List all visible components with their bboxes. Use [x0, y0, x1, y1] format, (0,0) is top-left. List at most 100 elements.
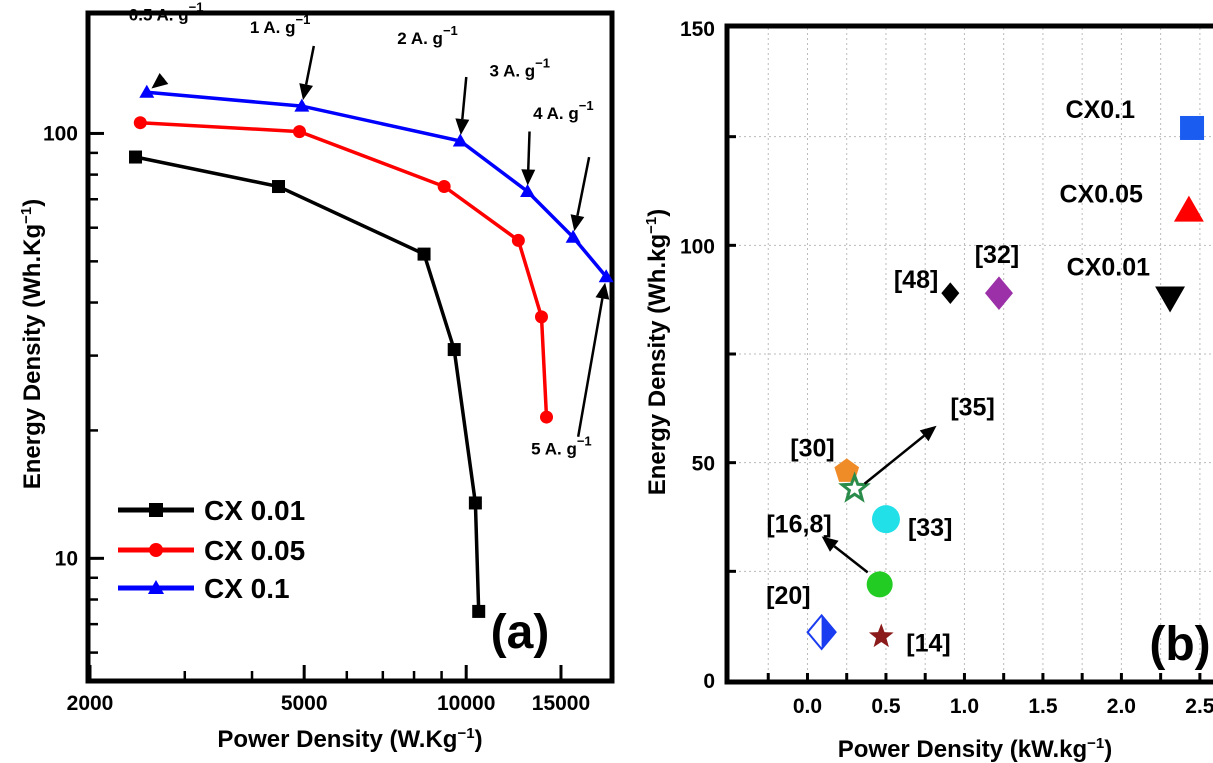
scatter-label-cx0-05: CX0.05 [1060, 181, 1143, 209]
panel-a-y-tick-label: 10 [55, 547, 78, 570]
annotation-arrow-shaft [461, 76, 468, 120]
data-point-cx-0-1 [598, 269, 614, 283]
annotation-arrow-head [595, 282, 610, 300]
panel-a-y-axis-label-suffix: ) [19, 199, 46, 207]
panel-a-y-axis-label-sup: −1 [18, 207, 35, 224]
annotation-arrow-shaft [527, 131, 531, 170]
annotation-arrow [570, 156, 591, 232]
panel-b-y-axis-label-main: Energy Density (Wh.kg [644, 234, 671, 495]
data-point-cx-0-01 [272, 180, 286, 194]
data-point-cx-0-1 [294, 98, 310, 112]
panel-b-x-tick-label: 0.5 [871, 695, 901, 718]
panel-a-x-tick-label: 10000 [437, 692, 495, 715]
panel-a-x-tick-label: 5000 [281, 692, 328, 715]
annotation-arrow-shaft [576, 156, 591, 216]
panel-b-frame [724, 23, 1213, 685]
scatter-point-32 [984, 276, 1013, 310]
panel-a-x-axis-label-sup: −1 [457, 725, 474, 742]
annotation-label-sup: −1 [189, 0, 204, 14]
panel-b-x-axis-label: Power Density (kW.kg−1) [838, 735, 1113, 763]
scatter-label-30: [30] [790, 434, 834, 462]
scatter-point-16-8 [866, 571, 893, 598]
annotation-label-sup: −1 [535, 56, 550, 71]
annotation-arrow-shaft [576, 298, 604, 437]
data-point-cx-0-1 [452, 133, 468, 147]
data-point-cx-0-05 [534, 310, 548, 324]
scatter-point-14 [868, 623, 894, 648]
annotation-label: 3 A. g−1 [490, 56, 550, 81]
annotation-label: 1 A. g−1 [250, 12, 310, 37]
series-line-cx-0-1 [146, 90, 608, 278]
annotation-arrow-16-8 [821, 536, 869, 574]
data-point-cx-0-01 [447, 343, 461, 357]
legend-marker-cx-0-01 [149, 503, 163, 517]
scatter-label-16-8: [16,8] [766, 510, 831, 538]
scatter-label-cx0-01: CX0.01 [1067, 253, 1150, 281]
data-point-cx-0-05 [511, 233, 525, 247]
panel-a-x-axis-label-suffix: ) [475, 726, 483, 753]
annotation-arrow [521, 131, 536, 186]
annotation-label-main: 4 A. g [533, 104, 579, 123]
annotation-arrow-head [299, 83, 314, 101]
panel-a-x-tick-label: 2000 [67, 692, 114, 715]
panel-b-label: (b) [1149, 618, 1210, 671]
panel-a: 2000 5000 10000 15000 10 100 CX 0.01 CX 0.05 CX … [18, 0, 615, 753]
panel-b-y-tick-label: 0 [703, 670, 715, 693]
annotation-label-main: 1 A. g [250, 18, 296, 37]
annotation-label-sup: −1 [579, 98, 594, 113]
series-line-cx-0-05 [140, 120, 549, 418]
data-point-cx-0-01 [417, 247, 431, 261]
data-point-cx-0-01 [468, 496, 482, 510]
annotation-label: 0.5 A. g−1 [129, 0, 204, 24]
annotation-arrow-16-8-shaft [833, 545, 869, 574]
annotation-arrow [576, 282, 610, 437]
panel-b-y-tick-label: 50 [692, 453, 715, 476]
data-point-cx-0-1 [139, 84, 155, 98]
data-point-cx-0-01 [129, 150, 143, 164]
panel-a-y-axis-label: Energy Density (Wh.Kg−1) [18, 199, 46, 489]
data-point-cx-0-01 [472, 604, 486, 618]
annotation-label-sup: −1 [577, 434, 592, 449]
legend-label-cx-0-01: CX 0.01 [204, 495, 305, 526]
panel-b-y-tick-label: 150 [680, 18, 715, 41]
annotation-arrow-16-8-head [821, 536, 839, 552]
annotation-arrow [299, 45, 316, 101]
scatter-point-cx0-01 [1155, 286, 1186, 313]
annotation-arrow [151, 73, 169, 89]
annotation-arrow-shaft [304, 45, 316, 85]
panel-b: 0.0 0.5 1.0 1.5 2.0 2.5 0 50 100 150 CX0.1 CX0.05 CX… [643, 18, 1213, 763]
data-point-cx-0-1 [565, 229, 581, 243]
panel-b-x-axis-label-main: Power Density (kW.kg [838, 736, 1087, 763]
panel-a-frame [85, 10, 615, 684]
scatter-point-33 [871, 505, 900, 534]
scatter-label-35: [35] [950, 394, 994, 422]
panel-b-x-tick-label: 1.5 [1028, 695, 1058, 718]
annotation-arrow-35-head [919, 425, 937, 442]
annotation-arrow-35 [863, 425, 937, 485]
annotation-label-main: 5 A. g [531, 440, 577, 459]
data-point-cx-0-05 [540, 410, 554, 424]
panel-b-x-axis-label-sup: −1 [1087, 735, 1104, 752]
annotation-arrow-35-shaft [863, 434, 925, 485]
annotation-label: 2 A. g−1 [397, 23, 457, 48]
panel-b-x-tick-label: 2.5 [1185, 695, 1213, 718]
scatter-point-48 [941, 282, 960, 304]
annotation-label-main: 0.5 A. g [129, 5, 189, 24]
panel-a-y-tick-label: 100 [43, 122, 78, 145]
annotation-arrow-head [570, 214, 585, 232]
legend-marker-cx-0-05 [149, 543, 163, 557]
annotation-arrow-head [151, 73, 169, 89]
panel-a-y-axis-label-main: Energy Density (Wh.Kg [19, 224, 46, 489]
panel-b-x-tick-label: 2.0 [1107, 695, 1136, 718]
legend-label-cx-0-05: CX 0.05 [204, 535, 305, 566]
panel-b-x-tick-label: 1.0 [950, 695, 979, 718]
annotation-arrow [455, 76, 470, 135]
scatter-point-20 [806, 613, 837, 651]
annotation-arrow-head [521, 169, 536, 186]
data-point-cx-0-05 [133, 116, 147, 130]
panel-a-x-axis-label: Power Density (W.Kg−1) [217, 725, 482, 753]
annotation-label-main: 3 A. g [490, 62, 536, 81]
scatter-point-cx0-05 [1173, 195, 1204, 222]
panel-b-y-axis-label-sup: −1 [643, 217, 660, 234]
data-point-cx-0-05 [292, 125, 306, 139]
